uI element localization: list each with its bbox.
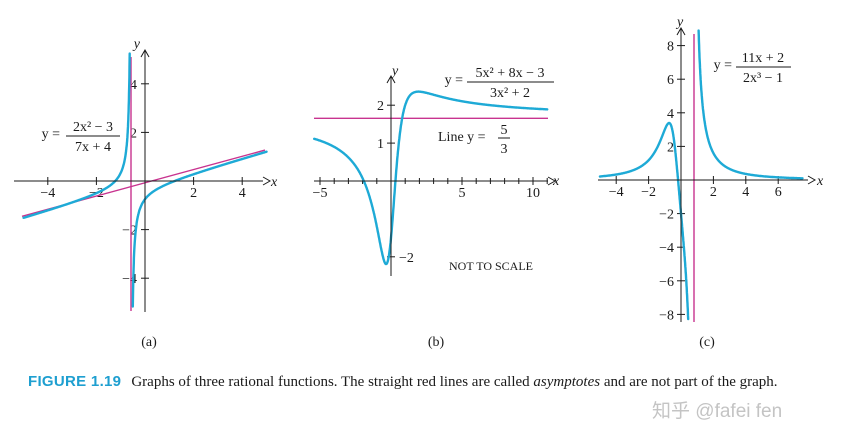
panel-c-x-label: x <box>816 174 824 189</box>
panel-b-scale-note: NOT TO SCALE <box>449 259 533 273</box>
panel-c-curves <box>598 29 804 321</box>
panel-c-y-tick-label: 8 <box>667 40 674 55</box>
panel-a-x-label: x <box>270 175 278 190</box>
panel-b-eq-lhs: y = <box>445 73 464 88</box>
panel-a-eq-denominator: 7x + 4 <box>75 140 111 155</box>
panel-a-equation: y = 2x² − 3 7x + 4 <box>42 120 120 155</box>
figure-number: FIGURE 1.19 <box>28 373 122 390</box>
panel-c-eq-numerator: 11x + 2 <box>742 51 784 66</box>
panel-c-ticks: −4 −2 2 4 6 8 6 4 2 −2 −4 −6 −8 <box>609 40 782 324</box>
panel-a-eq-lhs: y = <box>42 127 61 142</box>
panel-b-curves <box>313 90 549 266</box>
panel-c-x-tick-label: −4 <box>609 185 624 200</box>
figure-svg: −4 −2 2 442−2−4 x y y = 2x² − 3 7x + 4 (a) … <box>14 15 824 350</box>
panel-a-y-arrow <box>140 48 150 58</box>
panel-a-ticks: −4 −2 2 442−2−4 <box>40 78 245 287</box>
panel-a-y-tick-label: −2 <box>122 224 137 239</box>
panel-b-line-label-text: Line y = <box>438 130 486 145</box>
panel-b-y-label: y <box>390 64 399 79</box>
watermark: 知乎 @fafei fen <box>652 401 783 422</box>
panel-c-curve-branch-2 <box>697 29 804 180</box>
caption-text-before: Graphs of three rational functions. The … <box>131 374 534 390</box>
panel-c-equation: y = 11x + 2 2x³ − 1 <box>714 51 791 86</box>
panel-b-y-tick-label: 1 <box>377 137 384 152</box>
panel-a-x-tick-label: 4 <box>239 186 246 201</box>
panel-b-equation: y = 5x² + 8x − 3 3x² + 2 <box>445 66 554 101</box>
panel-b-caption-label: (b) <box>428 335 445 350</box>
panel-c-x-tick-label: −2 <box>641 185 656 200</box>
panel-c-caption-label: (c) <box>699 335 715 350</box>
panel-c-x-arrow <box>807 175 817 185</box>
panel-b-x-tick-label: −5 <box>313 186 328 201</box>
panel-b-eq-denominator: 3x² + 2 <box>490 86 530 101</box>
panel-b-curve-branch-1 <box>313 90 549 266</box>
panel-a-x-tick-label: 2 <box>190 186 197 201</box>
panel-b-y-tick-label: 2 <box>377 99 384 114</box>
panel-b-line-label-denominator: 3 <box>501 142 508 157</box>
panel-a-curves <box>22 52 268 308</box>
panel-c-y-tick-label: −8 <box>659 308 674 323</box>
panel-c-x-tick-label: 6 <box>775 185 782 200</box>
panel-a: −4 −2 2 442−2−4 x y y = 2x² − 3 7x + 4 (a) <box>14 37 278 350</box>
panel-b-x-tick-label: 10 <box>526 186 540 201</box>
panel-b-ticks: −5 5 10 2 1 −2 <box>313 99 548 266</box>
panel-c-y-tick-label: 6 <box>667 73 674 88</box>
panel-c-x-tick-label: 2 <box>710 185 717 200</box>
panel-a-x-arrow <box>262 176 272 186</box>
panel-b: −5 5 10 2 1 −2 x y y = 5x² + 8x − 3 3x² + 2 L… <box>313 64 560 350</box>
panel-a-y-tick-label: 2 <box>130 126 137 141</box>
panel-c-y-tick-label: −4 <box>659 241 674 256</box>
panel-a-caption-label: (a) <box>141 335 157 350</box>
panel-c-y-arrow <box>676 26 686 36</box>
panel-c-y-tick-label: 2 <box>667 140 674 155</box>
panel-b-line-label-numerator: 5 <box>501 123 508 138</box>
panel-c: −4 −2 2 4 6 8 6 4 2 −2 −4 −6 −8 x y y = 11x + 2 2x³ … <box>598 15 824 350</box>
panel-a-eq-numerator: 2x² − 3 <box>73 120 113 135</box>
panel-b-y-arrow <box>386 74 396 84</box>
panel-c-y-tick-label: −6 <box>659 275 674 290</box>
panel-a-y-tick-label: 4 <box>130 78 137 93</box>
panel-c-y-label: y <box>675 15 684 30</box>
panel-a-y-label: y <box>132 37 141 52</box>
panel-a-y-tick-label: −4 <box>122 272 137 287</box>
panel-c-y-tick-label: 4 <box>667 107 674 122</box>
panel-b-eq-numerator: 5x² + 8x − 3 <box>476 66 545 81</box>
panel-a-x-tick-label: −4 <box>40 186 55 201</box>
panel-c-curve-branch-1 <box>598 121 690 321</box>
panel-b-line-label: Line y = 5 3 <box>438 123 510 157</box>
caption-text-after: and are not part of the graph. <box>600 374 778 390</box>
panel-b-x-arrow <box>547 176 557 186</box>
panel-b-x-tick-label: 5 <box>459 186 466 201</box>
panel-b-y-tick-label: −2 <box>399 251 414 266</box>
panel-a-curve-branch-1 <box>22 52 131 219</box>
panel-b-x-label: x <box>552 174 560 189</box>
panel-c-y-tick-label: −2 <box>659 208 674 223</box>
caption-emphasis: asymptotes <box>533 374 601 390</box>
panel-a-curve-branch-2 <box>131 150 268 308</box>
panel-c-eq-denominator: 2x³ − 1 <box>743 71 783 86</box>
figure-caption: FIGURE 1.19 Graphs of three rational func… <box>28 370 828 394</box>
panel-c-eq-lhs: y = <box>714 58 733 73</box>
panel-c-x-tick-label: 4 <box>742 185 749 200</box>
